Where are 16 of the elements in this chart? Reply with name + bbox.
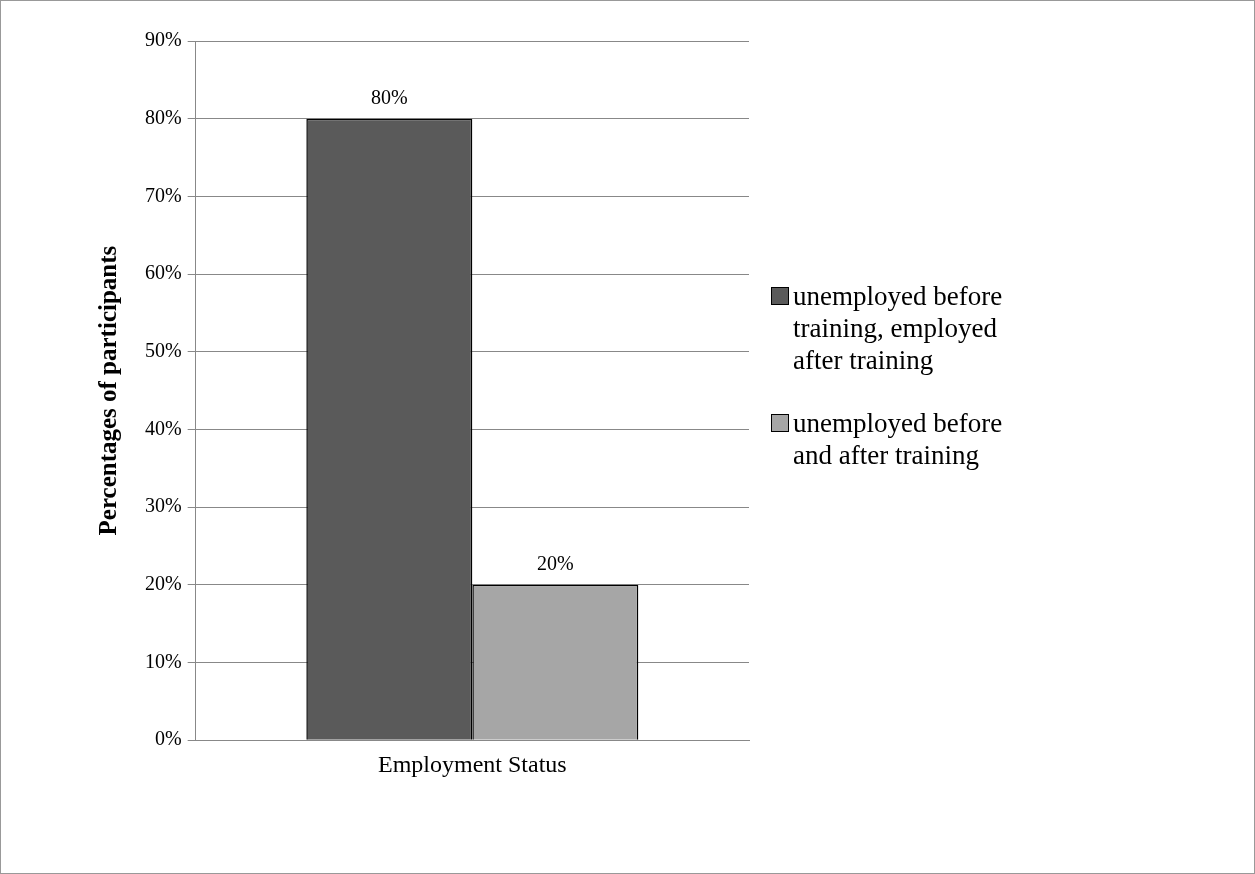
data-label: 20% bbox=[537, 552, 574, 575]
y-tick-label: 10% bbox=[144, 649, 182, 672]
y-tick-label: 70% bbox=[144, 183, 182, 206]
y-tick-label: 20% bbox=[144, 572, 182, 595]
x-tick-label: Employment Status bbox=[377, 750, 567, 777]
y-axis-title: Percentages of participants bbox=[94, 245, 122, 536]
y-tick-label: 80% bbox=[144, 105, 182, 128]
y-tick-label: 0% bbox=[154, 727, 182, 750]
y-tick-label: 40% bbox=[144, 416, 182, 439]
y-tick-label: 60% bbox=[144, 261, 182, 284]
legend-label: unemployed before training, employed after training bbox=[793, 279, 1004, 377]
y-tick-label: 30% bbox=[144, 494, 182, 517]
y-tick-label: 50% bbox=[144, 339, 182, 362]
y-tick-label: 90% bbox=[144, 28, 182, 51]
legend-label: unemployed before and after training bbox=[793, 406, 1004, 472]
data-label: 80% bbox=[370, 85, 408, 108]
